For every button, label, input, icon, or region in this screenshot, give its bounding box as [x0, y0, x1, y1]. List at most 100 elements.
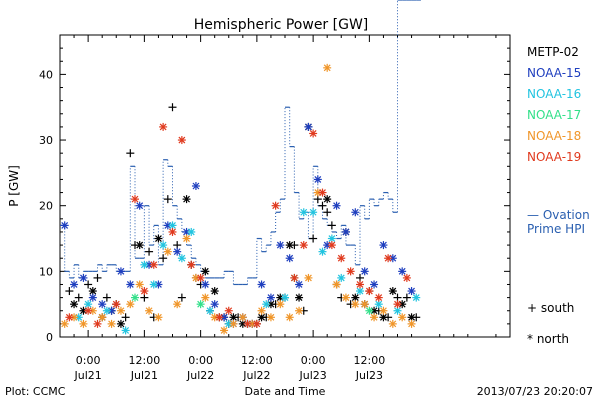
data-point-metp-02-plus	[402, 293, 411, 302]
data-point-metp-02-plus	[121, 313, 130, 322]
data-point-noaa-18-star	[145, 306, 154, 315]
data-point-noaa-16-star	[149, 280, 158, 289]
data-point-noaa-18-star	[276, 300, 285, 309]
data-point-noaa-19-star	[384, 254, 393, 263]
x-tick-date: Jul23	[298, 369, 326, 382]
data-point-noaa-18-star	[323, 63, 332, 72]
x-tick-date: Jul22	[186, 369, 214, 382]
data-point-noaa-18-star	[135, 280, 144, 289]
data-point-noaa-16-star	[177, 254, 186, 263]
data-point-noaa-15-star	[70, 280, 79, 289]
data-point-noaa-18-star	[370, 313, 379, 322]
data-point-noaa-15-star	[304, 122, 313, 131]
data-point-metp-02-star	[116, 319, 125, 328]
data-point-noaa-16-star	[412, 293, 421, 302]
data-point-noaa-16-star	[356, 287, 364, 296]
data-point-noaa-16-star	[299, 208, 308, 217]
data-point-noaa-19-star	[327, 241, 336, 250]
x-tick-date: Jul23	[355, 369, 383, 382]
data-point-noaa-19-star	[112, 300, 121, 309]
data-point-noaa-15-star	[370, 280, 379, 289]
data-point-noaa-18-star	[154, 313, 163, 322]
data-point-metp-02-plus	[102, 293, 111, 302]
plot-frame	[59, 34, 511, 338]
data-point-noaa-19-star	[271, 201, 280, 210]
legend-entry: NOAA-19	[527, 150, 581, 164]
legend-entry: NOAA-17	[527, 108, 581, 122]
data-point-noaa-18-star	[341, 293, 350, 302]
data-point-noaa-15-star	[98, 300, 107, 309]
data-point-noaa-19-star	[337, 254, 346, 263]
data-point-noaa-19-star	[215, 313, 224, 322]
data-point-noaa-19-star	[365, 287, 374, 296]
data-point-metp-02-plus	[327, 221, 336, 230]
x-tick-time: 12:00	[129, 354, 161, 367]
data-point-noaa-15-star	[135, 201, 144, 210]
data-point-noaa-16-star	[281, 293, 289, 302]
data-point-metp-02-star	[285, 241, 294, 250]
data-point-noaa-18-star	[285, 313, 294, 322]
data-point-noaa-15-star	[201, 280, 210, 289]
data-point-noaa-16-star	[121, 326, 130, 335]
data-point-noaa-18-star	[126, 300, 135, 309]
data-point-noaa-18-star	[360, 300, 369, 309]
data-point-metp-02-star	[70, 300, 79, 309]
timestamp: 2013/07/23 20:20:07	[477, 385, 593, 398]
x-tick-time: 12:00	[354, 354, 386, 367]
data-point-noaa-19-star	[252, 319, 261, 328]
data-point-metp-02-plus	[74, 293, 83, 302]
x-tick-date: Jul21	[73, 369, 101, 382]
x-tick-time: 0:00	[188, 354, 213, 367]
y-tick-label: 30	[39, 134, 53, 147]
ovation-series	[60, 0, 421, 286]
data-point-noaa-15-star	[116, 267, 125, 276]
y-axis-label: P [GW]	[7, 165, 21, 207]
data-point-noaa-18-star	[60, 319, 69, 328]
data-point-noaa-19-star	[243, 319, 252, 328]
data-point-metp-02-plus	[318, 201, 327, 210]
data-point-noaa-17-star	[196, 300, 205, 309]
data-point-noaa-19-star	[393, 300, 402, 309]
legend-marker-north: * north	[527, 332, 569, 346]
data-point-noaa-15-star	[313, 175, 322, 184]
data-point-noaa-15-star	[210, 300, 219, 309]
data-point-noaa-18-star	[173, 300, 182, 309]
y-tick-label: 0	[46, 331, 53, 344]
data-point-noaa-18-star	[379, 306, 388, 315]
data-point-noaa-18-star	[107, 319, 116, 328]
data-point-noaa-15-star	[173, 247, 182, 256]
data-point-noaa-19-star	[299, 241, 308, 250]
data-point-noaa-19-star	[177, 136, 186, 145]
data-point-noaa-16-star	[187, 227, 196, 236]
chart-title: Hemispheric Power [GW]	[194, 17, 369, 33]
data-point-noaa-18-star	[407, 319, 416, 328]
data-point-noaa-16-star	[206, 306, 214, 315]
data-point-noaa-19-star	[402, 273, 411, 282]
data-point-metp-02-plus	[145, 247, 154, 256]
data-point-noaa-15-star	[257, 280, 266, 289]
data-point-noaa-15-star	[88, 293, 97, 302]
data-point-metp-02-plus	[84, 280, 93, 289]
data-point-noaa-18-star	[388, 319, 397, 328]
data-point-noaa-16-star	[168, 221, 177, 230]
data-point-noaa-19-star	[374, 293, 383, 302]
legend-entry: NOAA-16	[527, 87, 581, 101]
data-point-noaa-19-star	[84, 306, 93, 315]
data-point-noaa-18-star	[220, 326, 229, 335]
data-point-noaa-15-star	[191, 182, 200, 190]
data-point-noaa-19-star	[140, 287, 149, 296]
data-point-metp-02-star	[135, 241, 144, 250]
data-point-noaa-15-star	[79, 273, 88, 282]
legend-entry: METP-02	[527, 45, 579, 59]
x-axis-label: Date and Time	[245, 385, 326, 398]
data-point-noaa-15-star	[276, 241, 285, 250]
data-point-noaa-19-star	[318, 188, 327, 197]
data-point-metp-02-star	[388, 287, 397, 296]
data-point-noaa-16-star	[140, 260, 149, 269]
data-point-noaa-15-star	[126, 280, 135, 289]
data-point-noaa-19-star	[309, 129, 318, 138]
data-point-noaa-18-star	[266, 313, 275, 322]
legend-entry: NOAA-18	[527, 129, 581, 143]
data-point-noaa-18-star	[116, 306, 125, 315]
